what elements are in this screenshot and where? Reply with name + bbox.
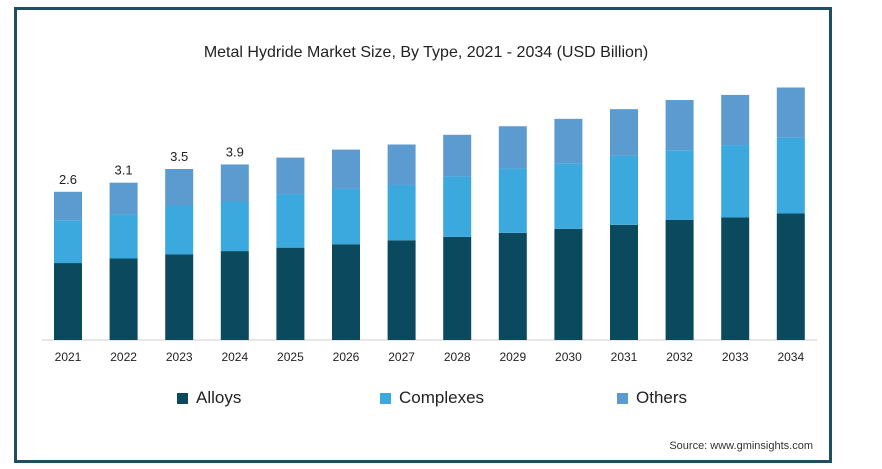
bar-alloys-2029 [498, 232, 527, 340]
bar-alloys-2026 [332, 244, 360, 340]
x-tick-label-2023: 2023 [166, 350, 193, 364]
bar-chart: 2021 2.6 2022 3.1 2023 3.5 2024 3.9 2025 2026 2027… [42, 87, 817, 364]
bar-alloys-2024 [220, 251, 249, 340]
bar-alloys-2033 [721, 217, 750, 340]
x-tick-label-2032: 2032 [666, 350, 693, 364]
bar-complexes-2023 [165, 205, 194, 255]
bar-alloys-2027 [387, 240, 416, 340]
x-tick-label-2025: 2025 [277, 350, 304, 364]
bar-others-2027 [387, 144, 416, 185]
legend-label-complexes: Complexes [399, 388, 485, 407]
bar-alloys-2031 [610, 224, 638, 340]
bar-complexes-2024 [220, 201, 249, 252]
bar-complexes-2034 [776, 137, 805, 214]
legend-item-alloys: Alloys [177, 388, 241, 408]
bar-others-2023 [165, 169, 194, 206]
bar-alloys-2032 [665, 219, 694, 340]
bar-others-2034 [776, 87, 805, 138]
legend-item-others: Others [617, 388, 687, 408]
bar-alloys-2028 [443, 236, 472, 340]
x-tick-label-2029: 2029 [499, 350, 526, 364]
legend-swatch-alloys [177, 392, 188, 404]
bar-others-2025 [276, 157, 305, 195]
bar-complexes-2029 [498, 168, 527, 233]
bar-others-2021 [54, 191, 82, 221]
bar-complexes-2026 [332, 188, 360, 245]
x-tick-label-2028: 2028 [444, 350, 471, 364]
legend-swatch-complexes [380, 392, 391, 404]
bar-others-2024 [220, 164, 249, 202]
bar-others-2022 [109, 182, 138, 215]
bar-alloys-2030 [554, 228, 583, 340]
bar-others-2026 [332, 149, 360, 189]
bar-complexes-2028 [443, 176, 472, 237]
bar-complexes-2030 [554, 163, 583, 229]
source-note: Source: www.gminsights.com [669, 440, 813, 452]
legend-item-complexes: Complexes [380, 388, 484, 408]
x-tick-label-2031: 2031 [611, 350, 638, 364]
x-tick-label-2034: 2034 [777, 350, 804, 364]
x-tick-label-2021: 2021 [55, 350, 82, 364]
bar-alloys-2023 [165, 254, 194, 340]
bar-others-2031 [610, 109, 638, 156]
chart-title: Metal Hydride Market Size, By Type, 2021… [203, 44, 649, 61]
legend-label-alloys: Alloys [196, 388, 242, 407]
total-label-2023: 3.5 [170, 149, 188, 164]
bar-complexes-2031 [610, 155, 638, 225]
bar-alloys-2034 [776, 213, 805, 340]
bar-alloys-2025 [276, 247, 305, 340]
bar-others-2032 [665, 100, 694, 151]
x-tick-label-2030: 2030 [555, 350, 582, 364]
bar-complexes-2027 [387, 184, 416, 241]
bar-complexes-2033 [721, 145, 750, 218]
x-tick-label-2033: 2033 [722, 350, 749, 364]
legend-label-others: Others [636, 388, 688, 407]
chart-frame: Metal Hydride Market Size, By Type, 2021… [14, 7, 832, 463]
bar-complexes-2032 [665, 150, 694, 220]
bar-alloys-2022 [109, 258, 138, 340]
bar-others-2033 [721, 94, 750, 146]
total-label-2021: 2.6 [59, 172, 77, 187]
bar-complexes-2025 [276, 194, 305, 248]
x-tick-label-2026: 2026 [333, 350, 360, 364]
bar-complexes-2022 [109, 214, 138, 259]
x-tick-label-2024: 2024 [221, 350, 248, 364]
total-label-2022: 3.1 [115, 163, 133, 178]
bar-alloys-2021 [54, 263, 82, 340]
total-label-2024: 3.9 [226, 144, 244, 159]
bar-others-2028 [443, 134, 472, 177]
bar-others-2030 [554, 118, 583, 164]
x-tick-label-2022: 2022 [110, 350, 137, 364]
bar-others-2029 [498, 126, 527, 169]
legend-swatch-others [617, 392, 628, 404]
bar-complexes-2021 [54, 220, 82, 264]
x-tick-label-2027: 2027 [388, 350, 415, 364]
